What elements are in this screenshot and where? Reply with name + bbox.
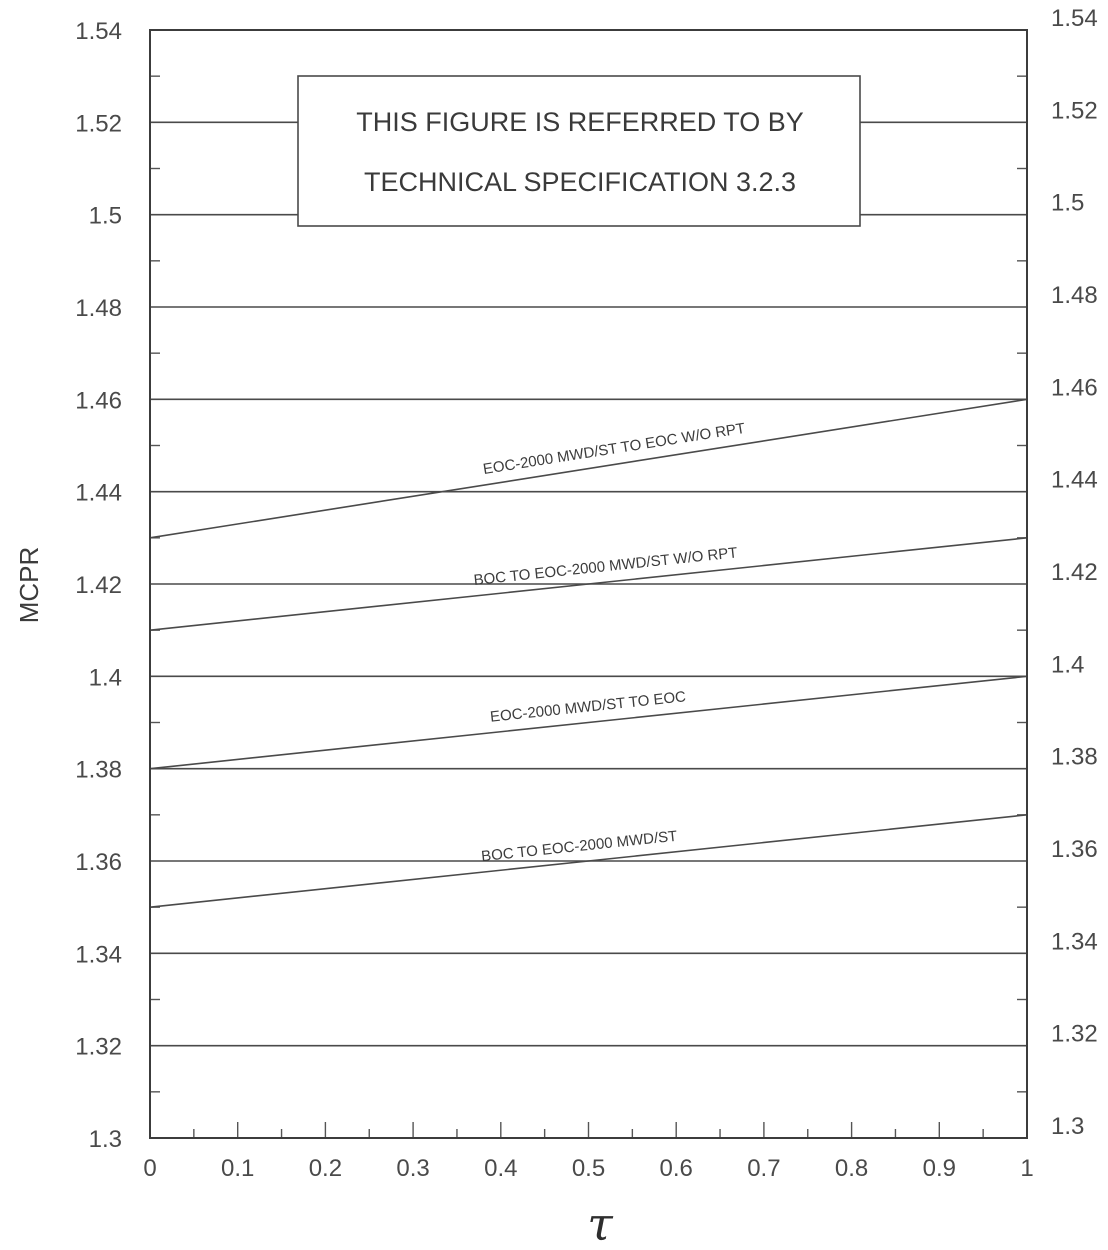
- y-tick-labels-right: 1.54 1.52 1.5 1.48 1.46 1.44 1.42 1.4 1.38 1.36 1.…: [1051, 5, 1098, 1140]
- y-tick-label-right: 1.48: [1051, 282, 1098, 309]
- x-tick-label: 0.3: [396, 1155, 429, 1182]
- series-lines: [149, 398, 1028, 908]
- spec-reference-line-1: THIS FIGURE IS REFERRED TO BY: [356, 107, 804, 137]
- x-tick-labels: 0 0.1 0.2 0.3 0.4 0.5 0.6 0.7 0.8 0.9 1: [143, 1155, 1033, 1182]
- y-tick-label-left: 1.46: [75, 387, 122, 414]
- series-label: EOC-2000 MWD/ST TO EOC: [489, 688, 687, 726]
- x-tick-label: 0.6: [660, 1155, 693, 1182]
- y-axis-title: MCPR: [14, 547, 44, 624]
- y-tick-label-right: 1.32: [1051, 1021, 1098, 1048]
- series-label: EOC-2000 MWD/ST TO EOC W/O RPT: [482, 420, 746, 478]
- y-tick-label-left: 1.52: [75, 110, 122, 137]
- spec-reference-note: THIS FIGURE IS REFERRED TO BY TECHNICAL …: [297, 75, 861, 227]
- spec-reference-box: [297, 75, 861, 227]
- y-tick-label-right: 1.46: [1051, 374, 1098, 401]
- y-tick-label-right: 1.44: [1051, 467, 1098, 494]
- x-tick-label: 0.5: [572, 1155, 605, 1182]
- y-tick-label-left: 1.48: [75, 295, 122, 322]
- axis-frame: [149, 29, 1028, 1139]
- y-tick-label-left: 1.54: [75, 18, 122, 45]
- series-label: BOC TO EOC-2000 MWD/ST: [480, 828, 678, 866]
- y-tick-label-left: 1.44: [75, 480, 122, 507]
- series-line: [149, 398, 1028, 539]
- spec-reference-line-2: TECHNICAL SPECIFICATION 3.2.3: [364, 167, 796, 197]
- y-tick-label-right: 1.4: [1051, 651, 1084, 678]
- y-tick-label-left: 1.36: [75, 849, 122, 876]
- y-tick-label-left: 1.3: [89, 1126, 122, 1153]
- y-tick-label-left: 1.4: [89, 664, 122, 691]
- series-labels: EOC-2000 MWD/ST TO EOC W/O RPT BOC TO EOC…: [473, 420, 746, 865]
- minor-ticks: [150, 75, 1027, 1138]
- x-tick-label: 0.2: [309, 1155, 342, 1182]
- x-tick-label: 0.8: [835, 1155, 868, 1182]
- x-tick-label: 0.9: [923, 1155, 956, 1182]
- plot-frame: [149, 29, 1028, 1139]
- x-tick-label: 0: [143, 1155, 156, 1182]
- y-tick-label-left: 1.5: [89, 203, 122, 230]
- x-tick-label: 1: [1020, 1155, 1033, 1182]
- y-tick-label-right: 1.5: [1051, 190, 1084, 217]
- x-tick-label: 0.7: [747, 1155, 780, 1182]
- y-tick-label-left: 1.42: [75, 572, 122, 599]
- y-tick-label-right: 1.34: [1051, 928, 1098, 955]
- series-line: [149, 675, 1028, 770]
- y-tick-label-left: 1.32: [75, 1034, 122, 1061]
- y-tick-label-right: 1.3: [1051, 1113, 1084, 1140]
- y-tick-label-left: 1.34: [75, 941, 122, 968]
- y-tick-label-right: 1.36: [1051, 836, 1098, 863]
- y-tick-label-right: 1.52: [1051, 97, 1098, 124]
- y-tick-labels-left: 1.54 1.52 1.5 1.48 1.46 1.44 1.42 1.4 1.38 1.36 1.…: [75, 18, 122, 1153]
- series-line: [149, 814, 1028, 908]
- y-tick-label-right: 1.42: [1051, 559, 1098, 586]
- x-axis-title: τ: [587, 1197, 614, 1250]
- series-line: [149, 537, 1028, 631]
- y-tick-label-left: 1.38: [75, 757, 122, 784]
- y-tick-label-right: 1.54: [1051, 5, 1098, 32]
- x-tick-label: 0.4: [484, 1155, 517, 1182]
- x-tick-label: 0.1: [221, 1155, 254, 1182]
- y-tick-label-right: 1.38: [1051, 744, 1098, 771]
